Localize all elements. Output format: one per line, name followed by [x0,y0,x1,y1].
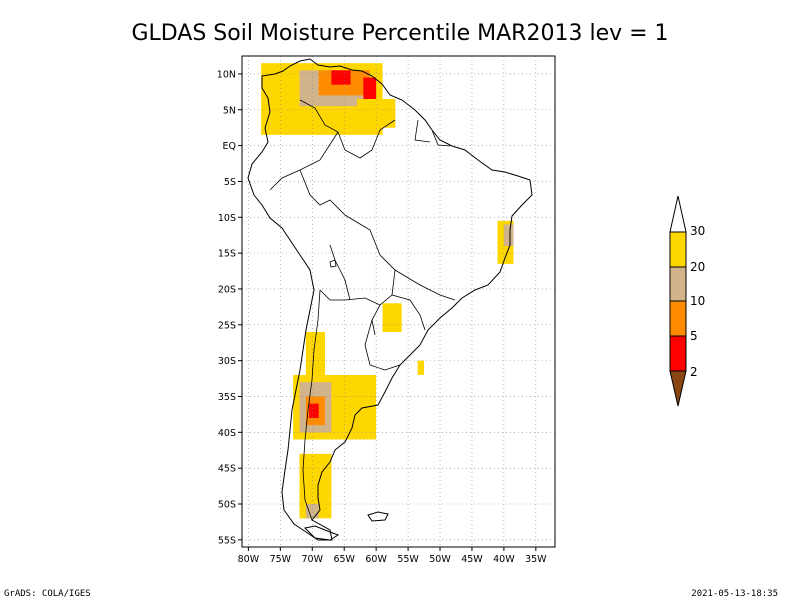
legend-label-5: 5 [690,329,698,343]
legend-box-5-10 [669,300,687,337]
anomaly-region-guyana-yellow [356,99,396,128]
lake-titicaca [329,259,337,268]
lon-tick-label: 50W [429,554,451,565]
coastlines-and-borders [247,58,533,541]
anomaly-region-bahia-tan [503,224,514,246]
lat-tick-label: 45S [218,464,236,475]
map-background [242,56,555,547]
lat-lon-grid [242,56,555,547]
lon-tick-label: 65W [333,554,355,565]
falkland-islands [367,511,389,522]
anomaly-region-orinoco-delta-red [363,77,377,100]
color-legend: 30 20 10 5 2 [669,195,705,407]
anomaly-region-cuyo-red [309,403,319,418]
country-borders [269,99,456,521]
anomaly-region-andes-chile-north [305,331,326,375]
footer-timestamp: 2021-05-13-18:35 [691,589,778,599]
lat-tick-label: 20S [218,284,236,295]
anomaly-fills [261,63,514,519]
lat-tick-label: 10N [217,69,236,80]
map-plot-area: 10N5NEQ5S10S15S20S25S30S35S40S45S50S55S … [217,55,556,565]
legend-box-2-5 [669,335,687,372]
footer-credit: GrADS: COLA/IGES [4,589,91,599]
lon-tick-label: 60W [365,554,387,565]
lat-tick-label: EQ [223,141,236,152]
tierra-del-fuego [303,525,340,541]
lat-tick-label: 30S [218,356,236,367]
lon-tick-label: 45W [461,554,483,565]
anomaly-region-venezuela-red-west [331,70,351,85]
lon-tick-label: 35W [525,554,547,565]
lat-tick-label: 50S [218,499,236,510]
latitude-labels: 10N 5N EQ 5S 10S 15S 20S 25S 30S 35S 40S 45S 50S 55S [217,69,242,546]
south-america-coastline [247,58,533,541]
legend-box-10-20 [669,266,687,302]
legend-triangle-bottom-brown [669,370,687,407]
lon-tick-label: 55W [397,554,419,565]
legend-label-10: 10 [690,294,705,308]
legend-label-30: 30 [690,224,705,238]
map-frame [241,55,556,548]
anomaly-region-patagonia-tan [305,503,319,519]
lon-tick-label: 80W [238,554,260,565]
lat-tick-label: 55S [218,535,236,546]
legend-label-20: 20 [690,260,705,274]
anomaly-region-paraguay-yellow [382,303,402,332]
legend-triangle-top-white [669,195,687,233]
lat-tick-label: 40S [218,428,236,439]
legend-label-2: 2 [690,365,698,379]
lon-tick-label: 75W [270,554,292,565]
map-title: GLDAS Soil Moisture Percentile MAR2013 l… [131,21,668,46]
lon-tick-label: 40W [493,554,515,565]
lat-tick-label: 35S [218,392,236,403]
lat-tick-label: 5S [224,177,236,188]
longitude-labels: 80W 75W 70W 65W 60W 55W 50W 45W 40W 35W [238,547,547,565]
lat-tick-label: 25S [218,320,236,331]
lon-tick-label: 70W [302,554,324,565]
lat-tick-label: 15S [218,249,236,260]
lat-tick-label: 10S [218,213,236,224]
anomaly-region-uruguay-coast [417,360,425,375]
legend-box-20-30 [669,231,687,268]
lat-tick-label: 5N [223,105,236,116]
